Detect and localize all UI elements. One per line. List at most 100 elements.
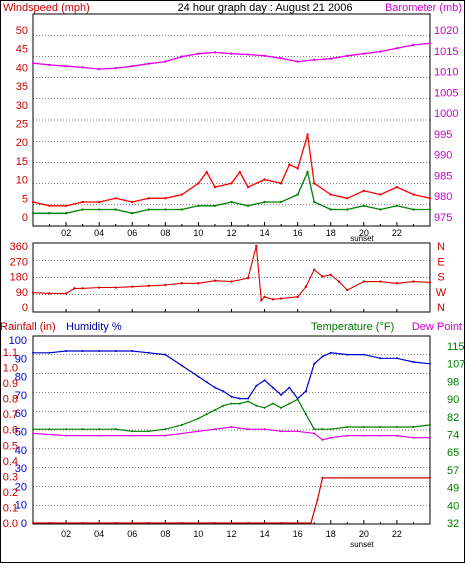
wind-y-tick-label: 5	[22, 193, 28, 205]
wind-average-point	[296, 193, 299, 196]
wind-average-point	[329, 208, 332, 211]
wind-x-tick-label: 02	[61, 228, 71, 238]
humidity-point	[288, 386, 291, 389]
barometer-point	[164, 60, 167, 63]
wind-direction-point	[147, 284, 150, 288]
wind-x-tick-label: 20	[359, 228, 369, 238]
dew-point-point	[379, 434, 382, 437]
temperature-point	[222, 404, 225, 407]
barometer-point	[329, 57, 332, 60]
wind-gust-point	[48, 204, 51, 207]
humidity-y-tick-label: 0	[21, 518, 27, 530]
wind-average-point	[428, 208, 432, 211]
rainfall-point	[321, 476, 324, 479]
wind-x-tick-label: 08	[160, 228, 170, 238]
dew-point-point	[164, 434, 167, 437]
temperature-y-tick-label: 65	[447, 447, 459, 459]
temperature-point	[213, 408, 216, 411]
temperature-point	[313, 428, 316, 431]
barometer-point	[313, 58, 316, 62]
wind-direction-point	[180, 282, 184, 285]
temperature-point	[230, 402, 233, 405]
humidity-point	[304, 390, 307, 393]
dew-point-point	[362, 434, 365, 437]
wind-average-point	[114, 208, 117, 211]
barometer-point	[97, 67, 101, 71]
temperature-point	[147, 430, 150, 433]
barometer-point	[197, 52, 200, 55]
dew-point-point	[65, 434, 68, 437]
wind-direction-point	[337, 280, 341, 283]
humidity-point	[238, 397, 241, 400]
humidity-y-tick-label: 50	[15, 427, 27, 439]
wind-average-point	[131, 212, 134, 215]
humidity-x-tick-label: 04	[94, 529, 104, 539]
rainfall-point	[429, 476, 431, 479]
dew-point-point	[412, 436, 415, 439]
barometer-point	[246, 53, 250, 56]
humidity-x-tick-label: 02	[61, 529, 71, 539]
humidity-point	[164, 353, 167, 356]
wind-average-point	[313, 200, 316, 204]
wind-x-tick-label: 06	[127, 228, 137, 238]
wind-panel-series	[31, 42, 432, 215]
wind-sunset-label: sunset	[350, 234, 374, 243]
temperature-y-tick-label: 82	[447, 412, 459, 424]
wind-y-tick-label: 15	[16, 156, 28, 168]
humidity-point	[346, 353, 349, 356]
wind-direction-point	[260, 299, 263, 302]
barometer-y-tick-label: 1020	[434, 25, 458, 37]
humidity-y-tick-label: 70	[15, 390, 27, 402]
barometer-y-tick-label: 1010	[434, 67, 458, 79]
barometer-point	[64, 64, 68, 68]
humidity-point	[81, 349, 84, 352]
wind-average-point	[81, 208, 84, 211]
wind-gust-point	[238, 170, 241, 174]
wind-direction-point	[313, 268, 316, 271]
barometer-y-tick-label: 1000	[434, 108, 458, 120]
barometer-point	[428, 42, 432, 45]
barometer-point	[114, 67, 117, 70]
humidity-x-tick-label: 08	[160, 529, 170, 539]
wind-direction-point	[263, 295, 266, 299]
barometer-point	[31, 62, 35, 65]
wind-gust-point	[230, 182, 233, 185]
direction-compass-label: W	[436, 287, 447, 299]
humidity-point	[379, 357, 382, 360]
dew-point-point	[197, 430, 200, 433]
wind-direction-point	[321, 275, 324, 278]
temperature-y-tick-label: 115	[447, 341, 465, 353]
wind-gust-point	[147, 197, 150, 200]
temperature-point	[65, 428, 68, 431]
wind-direction-point	[31, 291, 35, 294]
barometer-y-tick-label: 995	[434, 129, 452, 141]
barometer-point	[147, 62, 150, 65]
wind-gust-point	[296, 167, 299, 170]
wind-average-point	[31, 212, 35, 215]
temperature-point	[114, 428, 117, 431]
wind-gust-point	[379, 193, 382, 196]
wind-direction-point	[346, 288, 349, 292]
humidity-point	[280, 393, 283, 396]
temperature-point	[280, 406, 283, 409]
dew-point-point	[429, 436, 431, 439]
rainfall-y-tick-label: 0.4	[3, 456, 18, 468]
temperature-point	[81, 428, 84, 431]
humidity-x-tick-label: 22	[392, 529, 402, 539]
dew-point-point	[296, 430, 299, 433]
rainfall-y-tick-label: 0.3	[3, 471, 18, 483]
humidity-y-tick-label: 10	[15, 500, 27, 512]
barometer-point	[48, 63, 51, 67]
humidity-point	[205, 381, 208, 384]
wind-x-tick-label: 22	[392, 228, 402, 238]
barometer-point	[379, 50, 382, 53]
dew-point-point	[247, 428, 250, 431]
humidity-point	[197, 375, 200, 378]
humidity-x-tick-label: 18	[326, 529, 336, 539]
wind-gust-point	[279, 182, 283, 185]
temperature-axis-title: Temperature (°F)	[311, 321, 394, 333]
barometer-point	[180, 55, 184, 58]
wind-direction-point	[379, 280, 382, 283]
